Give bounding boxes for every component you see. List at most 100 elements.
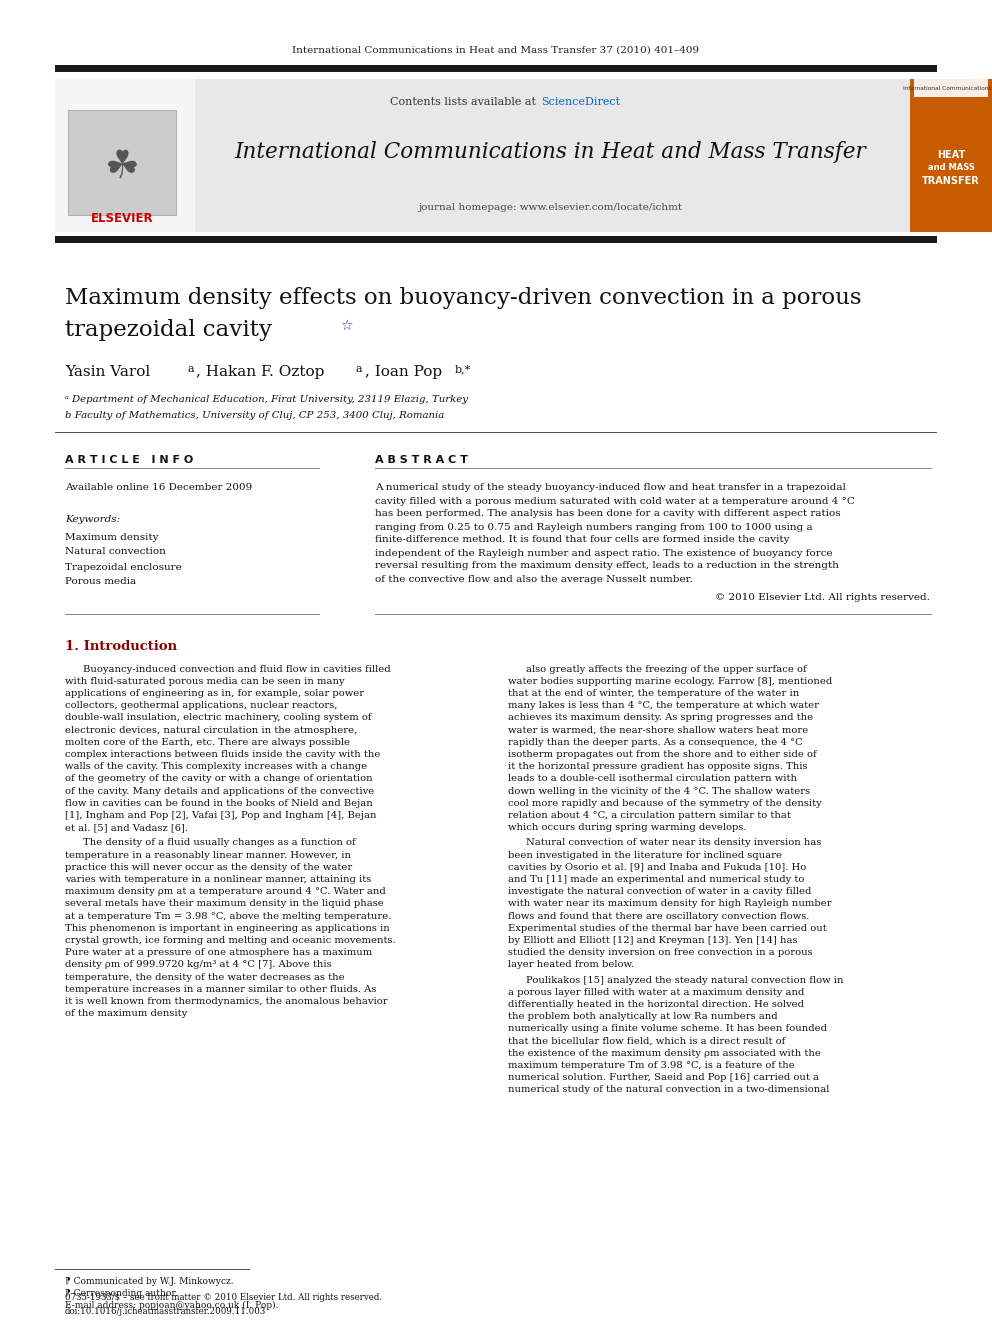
Text: it the horizontal pressure gradient has opposite signs. This: it the horizontal pressure gradient has …	[508, 762, 807, 771]
Bar	[55, 235, 937, 243]
Text: ELSEVIER: ELSEVIER	[90, 212, 154, 225]
Text: cool more rapidly and because of the symmetry of the density: cool more rapidly and because of the sym…	[508, 799, 821, 808]
Text: flow in cavities can be found in the books of Nield and Bejan: flow in cavities can be found in the boo…	[65, 799, 373, 808]
Text: walls of the cavity. This complexity increases with a change: walls of the cavity. This complexity inc…	[65, 762, 367, 771]
Text: b Faculty of Mathematics, University of Cluj, CP 253, 3400 Cluj, Romania: b Faculty of Mathematics, University of …	[65, 411, 444, 421]
Text: numerical study of the natural convection in a two-dimensional: numerical study of the natural convectio…	[508, 1085, 829, 1094]
Text: A R T I C L E   I N F O: A R T I C L E I N F O	[65, 455, 193, 464]
Text: Poulikakos [15] analyzed the steady natural convection flow in: Poulikakos [15] analyzed the steady natu…	[526, 975, 843, 984]
Text: Maximum density: Maximum density	[65, 532, 159, 541]
Text: journal homepage: www.elsevier.com/locate/ichmt: journal homepage: www.elsevier.com/locat…	[418, 204, 682, 213]
Text: ScienceDirect: ScienceDirect	[541, 97, 620, 107]
Text: ⁋ Communicated by W.J. Minkowycz.: ⁋ Communicated by W.J. Minkowycz.	[65, 1277, 234, 1286]
Text: ⁋ Corresponding author.: ⁋ Corresponding author.	[65, 1289, 178, 1298]
Text: International Communications in Heat and Mass Transfer: International Communications in Heat and…	[234, 142, 866, 163]
Text: finite-difference method. It is found that four cells are formed inside the cavi: finite-difference method. It is found th…	[375, 536, 790, 545]
Text: leads to a double-cell isothermal circulation pattern with: leads to a double-cell isothermal circul…	[508, 774, 797, 783]
Text: Trapezoidal enclosure: Trapezoidal enclosure	[65, 562, 182, 572]
Text: numerically using a finite volume scheme. It has been founded: numerically using a finite volume scheme…	[508, 1024, 827, 1033]
Text: achieves its maximum density. As spring progresses and the: achieves its maximum density. As spring …	[508, 713, 813, 722]
Text: it is well known from thermodynamics, the anomalous behavior: it is well known from thermodynamics, th…	[65, 998, 388, 1005]
Text: and MASS: and MASS	[928, 164, 974, 172]
Text: Buoyancy-induced convection and fluid flow in cavities filled: Buoyancy-induced convection and fluid fl…	[83, 664, 391, 673]
Text: water bodies supporting marine ecology. Farrow [8], mentioned: water bodies supporting marine ecology. …	[508, 676, 832, 685]
Text: collectors, geothermal applications, nuclear reactors,: collectors, geothermal applications, nuc…	[65, 701, 337, 710]
Text: that at the end of winter, the temperature of the water in: that at the end of winter, the temperatu…	[508, 689, 800, 699]
Text: the problem both analytically at low Ra numbers and: the problem both analytically at low Ra …	[508, 1012, 778, 1021]
Text: a: a	[356, 364, 363, 374]
Text: electronic devices, natural circulation in the atmosphere,: electronic devices, natural circulation …	[65, 725, 357, 734]
Bar	[68, 110, 176, 216]
Text: temperature increases in a manner similar to other fluids. As: temperature increases in a manner simila…	[65, 984, 376, 994]
Text: relation about 4 °C, a circulation pattern similar to that: relation about 4 °C, a circulation patte…	[508, 811, 791, 820]
Text: Natural convection: Natural convection	[65, 548, 166, 557]
Text: water is warmed, the near-shore shallow waters heat more: water is warmed, the near-shore shallow …	[508, 725, 808, 734]
Text: Pure water at a pressure of one atmosphere has a maximum: Pure water at a pressure of one atmosphe…	[65, 949, 372, 957]
Text: This phenomenon is important in engineering as applications in: This phenomenon is important in engineer…	[65, 923, 390, 933]
Text: many lakes is less than 4 °C, the temperature at which water: many lakes is less than 4 °C, the temper…	[508, 701, 819, 710]
Text: flows and found that there are oscillatory convection flows.: flows and found that there are oscillato…	[508, 912, 809, 921]
Text: A B S T R A C T: A B S T R A C T	[375, 455, 468, 464]
Text: of the convective flow and also the average Nusselt number.: of the convective flow and also the aver…	[375, 574, 692, 583]
Text: doi:10.1016/j.icheatmasstransfer.2009.11.003: doi:10.1016/j.icheatmasstransfer.2009.11…	[65, 1307, 266, 1315]
Text: HEAT: HEAT	[936, 149, 965, 160]
Text: practice this will never occur as the density of the water: practice this will never occur as the de…	[65, 863, 352, 872]
Text: , Hakan F. Oztop: , Hakan F. Oztop	[196, 365, 324, 378]
Text: temperature in a reasonably linear manner. However, in: temperature in a reasonably linear manne…	[65, 851, 351, 860]
Text: The density of a fluid usually changes as a function of: The density of a fluid usually changes a…	[83, 839, 356, 847]
Text: reversal resulting from the maximum density effect, leads to a reduction in the : reversal resulting from the maximum dens…	[375, 561, 839, 570]
Text: numerical solution. Further, Saeid and Pop [16] carried out a: numerical solution. Further, Saeid and P…	[508, 1073, 819, 1082]
Text: double-wall insulation, electric machinery, cooling system of: double-wall insulation, electric machine…	[65, 713, 372, 722]
Text: International Communications in: International Communications in	[903, 86, 992, 90]
Text: varies with temperature in a nonlinear manner, attaining its: varies with temperature in a nonlinear m…	[65, 875, 371, 884]
Text: cavity filled with a porous medium saturated with cold water at a temperature ar: cavity filled with a porous medium satur…	[375, 496, 855, 505]
Text: ranging from 0.25 to 0.75 and Rayleigh numbers ranging from 100 to 1000 using a: ranging from 0.25 to 0.75 and Rayleigh n…	[375, 523, 812, 532]
Text: maximum density ρm at a temperature around 4 °C. Water and: maximum density ρm at a temperature arou…	[65, 888, 386, 896]
Text: crystal growth, ice forming and melting and oceanic movements.: crystal growth, ice forming and melting …	[65, 935, 396, 945]
Text: et al. [5] and Vadasz [6].: et al. [5] and Vadasz [6].	[65, 823, 188, 832]
Text: independent of the Rayleigh number and aspect ratio. The existence of buoyancy f: independent of the Rayleigh number and a…	[375, 549, 832, 557]
Text: Experimental studies of the thermal bar have been carried out: Experimental studies of the thermal bar …	[508, 923, 826, 933]
Text: been investigated in the literature for inclined square: been investigated in the literature for …	[508, 851, 782, 860]
Text: isotherm propagates out from the shore and to either side of: isotherm propagates out from the shore a…	[508, 750, 816, 759]
Text: several metals have their maximum density in the liquid phase: several metals have their maximum densit…	[65, 900, 384, 909]
Text: a: a	[187, 364, 193, 374]
Text: molten core of the Earth, etc. There are always possible: molten core of the Earth, etc. There are…	[65, 738, 350, 746]
Text: applications of engineering as in, for example, solar power: applications of engineering as in, for e…	[65, 689, 364, 699]
Text: TRANSFER: TRANSFER	[923, 176, 980, 187]
Text: rapidly than the deeper parts. As a consequence, the 4 °C: rapidly than the deeper parts. As a cons…	[508, 738, 803, 746]
Text: layer heated from below.: layer heated from below.	[508, 960, 634, 970]
Text: with water near its maximum density for high Rayleigh number: with water near its maximum density for …	[508, 900, 831, 909]
Text: 0735-1933/$ – see front matter © 2010 Elsevier Ltd. All rights reserved.: 0735-1933/$ – see front matter © 2010 El…	[65, 1294, 382, 1303]
Text: Available online 16 December 2009: Available online 16 December 2009	[65, 483, 252, 492]
Text: International Communications in Heat and Mass Transfer 37 (2010) 401–409: International Communications in Heat and…	[293, 45, 699, 54]
Text: studied the density inversion on free convection in a porous: studied the density inversion on free co…	[508, 949, 812, 957]
Text: 1. Introduction: 1. Introduction	[65, 640, 178, 654]
Text: density ρm of 999.9720 kg/m³ at 4 °C [7]. Above this: density ρm of 999.9720 kg/m³ at 4 °C [7]…	[65, 960, 331, 970]
Text: ☆: ☆	[340, 319, 352, 333]
Text: maximum temperature Tm of 3.98 °C, is a feature of the: maximum temperature Tm of 3.98 °C, is a …	[508, 1061, 795, 1070]
Bar	[55, 79, 195, 232]
Text: by Elliott and Elliott [12] and Kreyman [13]. Yen [14] has: by Elliott and Elliott [12] and Kreyman …	[508, 935, 798, 945]
Text: Natural convection of water near its density inversion has: Natural convection of water near its den…	[526, 839, 821, 847]
Text: the existence of the maximum density ρm associated with the: the existence of the maximum density ρm …	[508, 1049, 820, 1057]
Bar	[914, 79, 988, 97]
Text: of the maximum density: of the maximum density	[65, 1009, 187, 1019]
Text: investigate the natural convection of water in a cavity filled: investigate the natural convection of wa…	[508, 888, 811, 896]
Text: b,*: b,*	[455, 364, 471, 374]
Text: of the geometry of the cavity or with a change of orientation: of the geometry of the cavity or with a …	[65, 774, 373, 783]
Text: trapezoidal cavity: trapezoidal cavity	[65, 319, 272, 341]
Text: [1], Ingham and Pop [2], Vafai [3], Pop and Ingham [4], Bejan: [1], Ingham and Pop [2], Vafai [3], Pop …	[65, 811, 377, 820]
Text: © 2010 Elsevier Ltd. All rights reserved.: © 2010 Elsevier Ltd. All rights reserved…	[715, 594, 930, 602]
Text: has been performed. The analysis has been done for a cavity with different aspec: has been performed. The analysis has bee…	[375, 509, 840, 519]
Text: cavities by Osorio et al. [9] and Inaba and Fukuda [10]. Ho: cavities by Osorio et al. [9] and Inaba …	[508, 863, 806, 872]
Text: E-mail address: popjoan@yahoo.co.uk (I. Pop).: E-mail address: popjoan@yahoo.co.uk (I. …	[65, 1301, 279, 1310]
Text: Keywords:: Keywords:	[65, 516, 120, 524]
Text: and Tu [11] made an experimental and numerical study to: and Tu [11] made an experimental and num…	[508, 875, 805, 884]
Text: which occurs during spring warming develops.: which occurs during spring warming devel…	[508, 823, 747, 832]
Text: with fluid-saturated porous media can be seen in many: with fluid-saturated porous media can be…	[65, 676, 344, 685]
Text: differentially heated in the horizontal direction. He solved: differentially heated in the horizontal …	[508, 1000, 804, 1009]
Text: A numerical study of the steady buoyancy-induced flow and heat transfer in a tra: A numerical study of the steady buoyancy…	[375, 483, 846, 492]
Text: complex interactions between fluids inside the cavity with the: complex interactions between fluids insi…	[65, 750, 380, 759]
Text: of the cavity. Many details and applications of the convective: of the cavity. Many details and applicat…	[65, 786, 374, 795]
